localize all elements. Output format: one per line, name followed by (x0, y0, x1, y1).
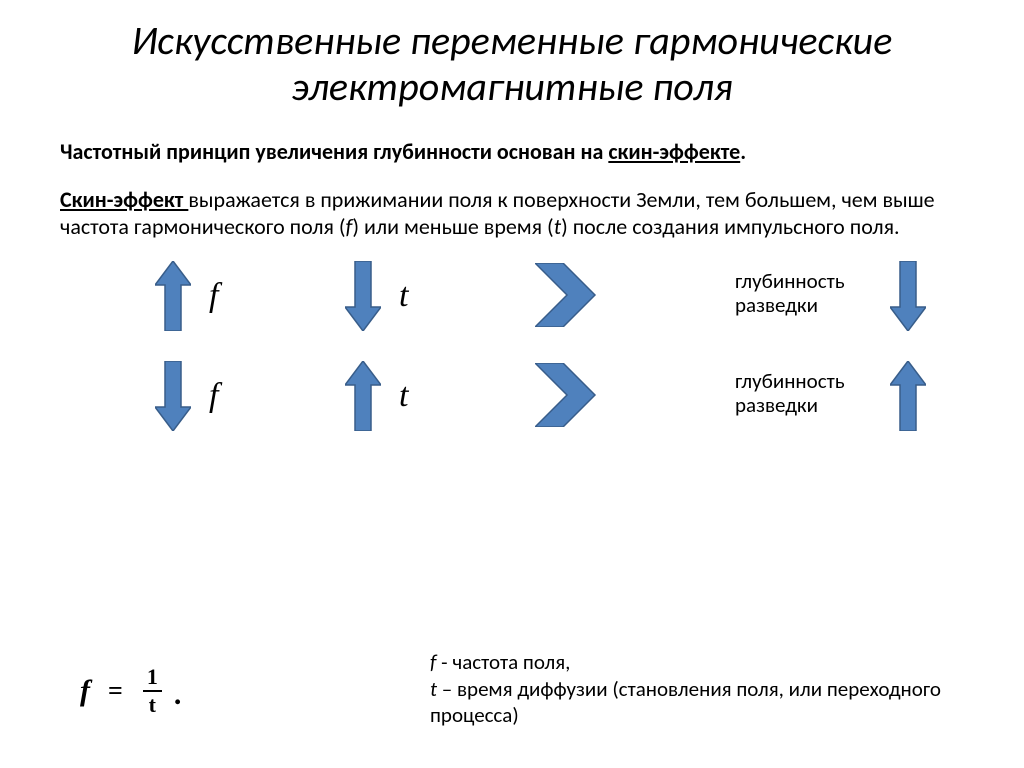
row1-t-label: t (399, 277, 408, 315)
row1-result-arrow (890, 261, 926, 331)
legend-f-text: - частота поля, (436, 649, 570, 675)
slide: Искусственные переменные гармонические э… (0, 0, 1024, 768)
formula-num: 1 (141, 666, 164, 690)
formula-fraction: 1 t (141, 666, 164, 716)
p2-mid: ) или меньше время ( (352, 213, 553, 240)
formula-den: t (143, 690, 162, 716)
row2-result-text: глубинность разведки (735, 369, 875, 417)
row2-chevron (535, 363, 605, 427)
diagram: f t глубинность разведки f (60, 261, 964, 451)
chevron-right-icon (535, 363, 605, 427)
p2-t: t (554, 213, 561, 240)
arrow-up-icon (155, 261, 191, 331)
legend-t-text: – время диффузии (становления поля, или … (430, 676, 941, 728)
row2-result-arrow (890, 361, 926, 431)
arrow-up-icon (345, 361, 381, 431)
row1-f: f (155, 261, 218, 331)
formula-dot: . (174, 678, 182, 716)
row1-chevron (535, 263, 605, 327)
arrow-down-icon (345, 261, 381, 331)
arrow-down-icon (155, 361, 191, 431)
row2-result-label: глубинность разведки (735, 369, 875, 417)
row2-t-label: t (399, 377, 408, 415)
row2-t: t (345, 361, 408, 431)
formula-lhs: f (80, 674, 90, 708)
chevron-right-icon (535, 263, 605, 327)
legend: f - частота поля, t – время диффузии (ст… (430, 649, 1024, 728)
p1-key: скин-эффекте (608, 138, 740, 165)
legend-line-2: t – время диффузии (становления поля, ил… (430, 676, 1024, 729)
arrow-up-icon (890, 361, 926, 431)
legend-line-1: f - частота поля, (430, 649, 1024, 675)
row1-t: t (345, 261, 408, 331)
row2-f-label: f (209, 377, 218, 415)
legend-t-sym: t (430, 676, 437, 702)
paragraph-1: Частотный принцип увеличения глубинности… (60, 138, 964, 166)
formula-eq: = (108, 676, 123, 706)
arrow-down-icon (890, 261, 926, 331)
row1-result-label: глубинность разведки (735, 269, 875, 317)
row2-f: f (155, 361, 218, 431)
formula: f = 1 t . (80, 666, 181, 716)
slide-title: Искусственные переменные гармонические э… (60, 18, 964, 110)
paragraph-2: Скин-эффект выражается в прижимании поля… (60, 186, 964, 241)
p1-tail: . (740, 138, 746, 165)
row1-f-label: f (209, 277, 218, 315)
p2-end: ) после создания импульсного поля. (561, 213, 900, 240)
row1-result-text: глубинность разведки (735, 269, 875, 317)
p1-lead: Частотный принцип увеличения глубинности… (60, 138, 608, 165)
p2-lead: Скин-эффект (60, 186, 188, 213)
